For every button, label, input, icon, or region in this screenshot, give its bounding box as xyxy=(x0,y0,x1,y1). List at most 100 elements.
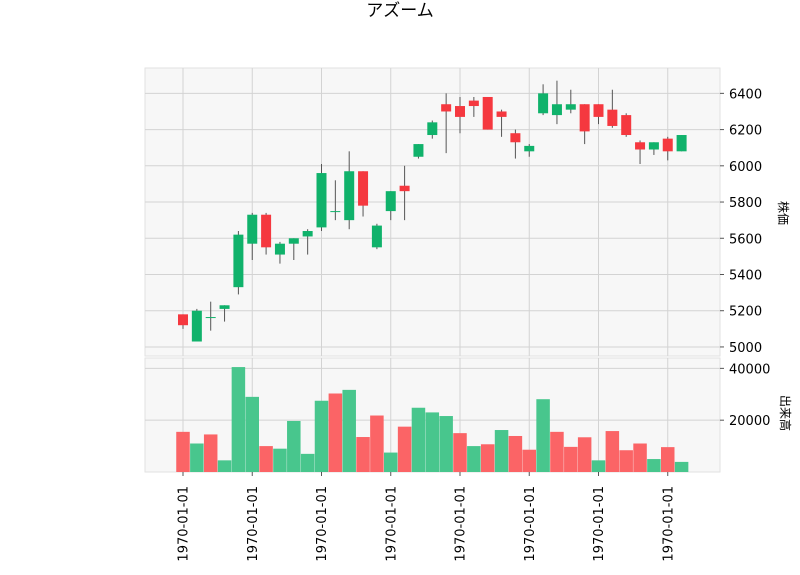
x-tick-label: 1970-01-01 xyxy=(384,486,399,562)
volume-bar xyxy=(577,437,592,472)
candle-body xyxy=(441,104,452,112)
candle-body xyxy=(288,238,299,244)
volume-bar xyxy=(176,431,190,472)
volume-bar xyxy=(397,426,412,472)
price-tick-label: 5800 xyxy=(729,196,762,211)
volume-bar xyxy=(217,460,232,472)
volume-bar xyxy=(633,443,647,472)
candle-body xyxy=(233,234,244,288)
volume-bar xyxy=(564,446,578,472)
candle-body xyxy=(455,106,465,117)
volume-bar xyxy=(647,459,661,472)
volume-bar xyxy=(203,434,218,472)
candle-body xyxy=(219,305,230,309)
volume-bar xyxy=(190,443,204,472)
candle-body xyxy=(648,142,659,150)
volume-bar xyxy=(370,415,384,472)
candle-body xyxy=(551,104,562,116)
volume-bar xyxy=(480,444,495,472)
candle-body xyxy=(274,243,285,255)
x-tick-label: 1970-01-01 xyxy=(661,486,676,562)
volume-bar xyxy=(453,433,467,472)
x-tick-label: 1970-01-01 xyxy=(454,486,469,562)
volume-bar xyxy=(522,449,536,472)
candle-body xyxy=(261,214,272,248)
volume-bar xyxy=(605,431,620,472)
price-plot-area xyxy=(144,67,721,357)
price-panel: 5000 5200 5400 5600 5800 6000 6200 6400 xyxy=(144,67,762,357)
volume-bar xyxy=(300,453,315,472)
volume-bar xyxy=(342,389,356,472)
volume-panel: 20000 40000 xyxy=(144,357,770,473)
candle-body xyxy=(247,214,258,244)
candle-body xyxy=(358,171,369,206)
candle-body xyxy=(205,317,216,319)
volume-bar xyxy=(508,435,523,472)
x-tick-label: 1970-01-01 xyxy=(315,486,330,562)
candle-body xyxy=(371,225,382,248)
candle-body xyxy=(676,135,687,152)
volume-tick-label: 20000 xyxy=(729,414,770,429)
candle-body xyxy=(468,100,479,107)
candle-body xyxy=(399,185,410,192)
volume-bar xyxy=(384,452,398,472)
price-axis-title: 株価 xyxy=(776,201,791,225)
candle-body xyxy=(621,115,632,136)
price-tick-label: 5400 xyxy=(729,268,762,283)
volume-bar xyxy=(591,460,606,472)
volume-bar xyxy=(425,412,440,472)
price-tick-label: 5200 xyxy=(729,305,762,320)
candle-body xyxy=(413,144,424,157)
candle-body xyxy=(565,104,576,110)
candle-body xyxy=(330,211,341,213)
candle-body xyxy=(302,231,313,237)
candle-body xyxy=(593,104,604,117)
chart-title: アズーム xyxy=(366,1,434,21)
candle-body xyxy=(662,138,673,152)
candle-body xyxy=(427,122,438,136)
x-tick-label: 1970-01-01 xyxy=(523,486,538,562)
candle-body xyxy=(579,104,590,132)
x-tick-label: 1970-01-01 xyxy=(246,486,261,562)
volume-bar xyxy=(273,448,287,472)
price-tick-label: 5600 xyxy=(729,232,762,247)
volume-bar xyxy=(328,393,343,472)
volume-tick-label: 40000 xyxy=(729,362,770,377)
candle-body xyxy=(178,314,188,326)
volume-bar xyxy=(550,431,564,472)
volume-bar xyxy=(619,450,633,472)
x-tick-label: 1970-01-01 xyxy=(592,486,607,562)
candle-body xyxy=(607,109,618,126)
volume-bar xyxy=(259,446,273,472)
candle-body xyxy=(510,133,521,143)
volume-bar xyxy=(439,416,453,472)
volume-bar xyxy=(245,396,259,472)
candle-body xyxy=(524,145,535,152)
volume-bar xyxy=(356,437,370,472)
candle-body xyxy=(635,142,646,150)
volume-bar xyxy=(287,420,301,472)
volume-bar xyxy=(467,446,481,472)
candle-body xyxy=(496,111,507,117)
price-tick-label: 6000 xyxy=(729,160,762,175)
price-tick-label: 6400 xyxy=(729,87,762,102)
x-tick-label: 1970-01-01 xyxy=(177,486,192,562)
volume-bar xyxy=(314,400,329,472)
volume-bar xyxy=(231,367,246,472)
candle-body xyxy=(538,93,549,114)
price-tick-label: 5000 xyxy=(729,341,762,356)
candle-body xyxy=(191,310,202,342)
x-axis: 1970-01-01 1970-01-01 1970-01-01 1970-01-01… xyxy=(177,472,676,562)
volume-bar xyxy=(536,399,550,472)
candle-body xyxy=(316,173,327,228)
volume-bar xyxy=(494,430,509,472)
volume-bar xyxy=(674,461,689,472)
candle-body xyxy=(385,191,396,212)
volume-axis-title: 出来高 xyxy=(778,395,793,431)
candle-body xyxy=(344,171,355,221)
price-tick-label: 6200 xyxy=(729,124,762,139)
volume-bar xyxy=(411,407,426,472)
candle-body xyxy=(482,96,493,130)
volume-bar xyxy=(661,447,675,472)
